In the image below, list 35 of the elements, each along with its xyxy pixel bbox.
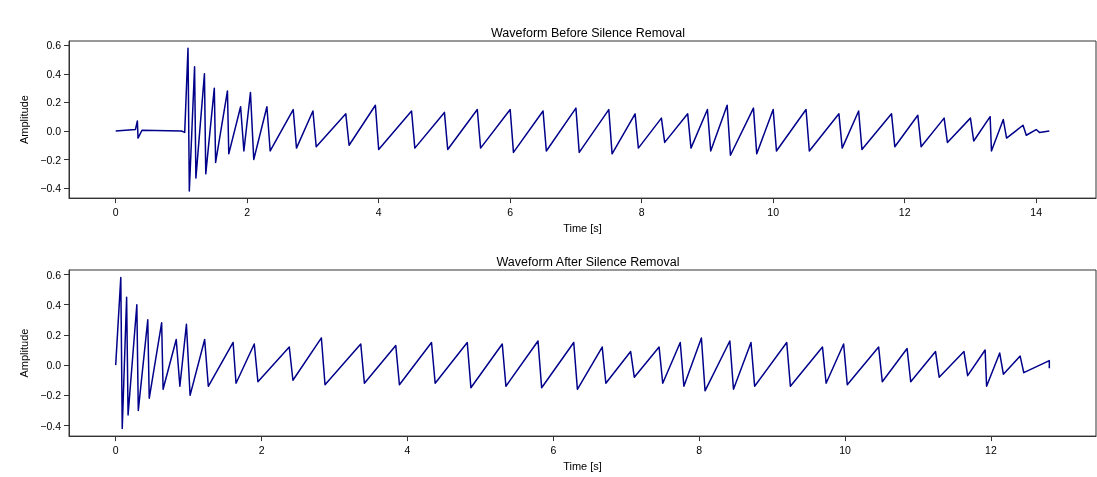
- x-tick-label: 4: [375, 205, 382, 218]
- x-tick-label: 12: [898, 205, 911, 218]
- x-tick-label: 2: [244, 205, 251, 218]
- x-tick-label: 10: [839, 443, 852, 456]
- y-tick-label: 0.6: [46, 39, 62, 52]
- x-tick-label: 12: [985, 443, 997, 456]
- y-tick-label: 0.2: [46, 96, 62, 109]
- y-axis-title: Amplitude: [17, 95, 30, 145]
- y-tick-label: 0.4: [46, 298, 62, 311]
- x-tick-label: 6: [550, 443, 557, 456]
- y-tick-label: −0.2: [40, 389, 62, 402]
- x-tick-label: 0: [112, 443, 119, 456]
- line-series: [114, 47, 1051, 192]
- y-tick-label: 0.6: [46, 268, 62, 281]
- y-tick-label: 0.4: [46, 67, 62, 80]
- line-series: [114, 276, 1051, 430]
- y-tick-label: 0.0: [46, 124, 62, 137]
- y-tick-label: −0.4: [40, 182, 62, 195]
- y-tick-label: −0.4: [40, 419, 62, 432]
- y-tick-label: 0.0: [46, 359, 62, 372]
- x-axis-title: Time [s]: [563, 221, 602, 234]
- x-tick-label: 2: [258, 443, 265, 456]
- chart-title: Waveform Before Silence Removal: [490, 25, 686, 40]
- x-tick-label: 8: [638, 205, 645, 218]
- x-tick-label: 8: [696, 443, 703, 456]
- x-tick-label: 14: [1030, 205, 1043, 218]
- y-axis-title: Amplitude: [17, 328, 30, 378]
- x-tick-label: 4: [404, 443, 411, 456]
- x-axis-title: Time [s]: [563, 459, 602, 472]
- x-tick-label: 0: [112, 205, 119, 218]
- chart-title: Waveform After Silence Removal: [496, 254, 680, 269]
- y-tick-label: 0.2: [46, 328, 62, 341]
- x-tick-label: 10: [767, 205, 780, 218]
- y-tick-label: −0.2: [40, 153, 62, 166]
- x-tick-label: 6: [507, 205, 514, 218]
